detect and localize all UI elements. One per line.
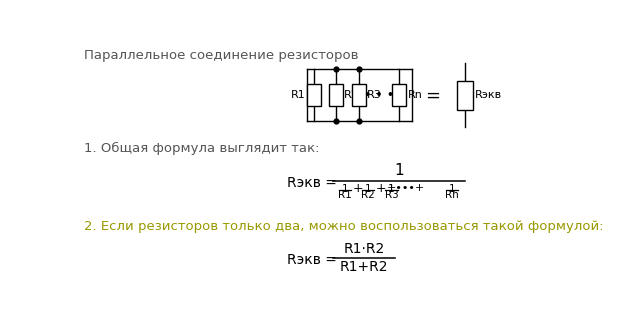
Text: 1: 1	[342, 184, 348, 194]
Text: R3: R3	[367, 90, 382, 100]
Text: R2: R2	[361, 190, 375, 200]
Text: Rэкв =: Rэкв =	[286, 176, 337, 190]
Bar	[352, 84, 366, 106]
Text: Rэкв: Rэкв	[475, 90, 502, 100]
Bar	[329, 84, 342, 106]
Text: R1: R1	[291, 90, 306, 100]
Text: Rn: Rn	[408, 90, 422, 100]
Text: R1: R1	[338, 190, 352, 200]
Text: Параллельное соединение резисторов: Параллельное соединение резисторов	[84, 50, 358, 62]
Text: R2: R2	[344, 90, 359, 100]
Bar	[307, 84, 321, 106]
Text: Rn: Rn	[445, 190, 459, 200]
Text: 1: 1	[394, 163, 404, 178]
Text: 1: 1	[365, 184, 371, 194]
Text: • • •: • • •	[364, 89, 394, 102]
Text: =: =	[425, 86, 440, 104]
Text: +: +	[353, 182, 363, 195]
Text: +: +	[376, 182, 387, 195]
Text: +•••+: +•••+	[387, 183, 425, 193]
Text: R1+R2: R1+R2	[340, 260, 389, 274]
Text: Rэкв =: Rэкв =	[286, 253, 337, 267]
Text: R1·R2: R1·R2	[343, 242, 385, 256]
Text: 2. Если резисторов только два, можно воспользоваться такой формулой:: 2. Если резисторов только два, можно вос…	[84, 220, 603, 232]
Text: 1. Общая формула выглядит так:: 1. Общая формула выглядит так:	[84, 142, 319, 155]
Bar	[392, 84, 406, 106]
Text: 1: 1	[388, 184, 395, 194]
Text: 1: 1	[448, 184, 455, 194]
Bar	[458, 81, 472, 110]
Text: R3: R3	[384, 190, 398, 200]
